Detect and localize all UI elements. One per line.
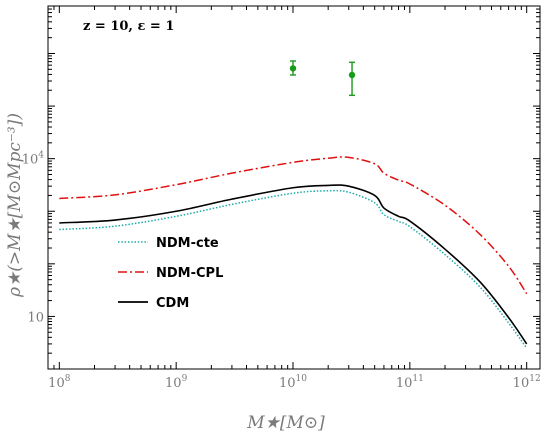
- legend: NDM-cte NDM-CPL CDM: [118, 236, 223, 311]
- series-line-ndm-cpl: [59, 156, 528, 295]
- x-tick-label: 1011: [396, 374, 424, 391]
- y-tick-label: 104: [22, 151, 45, 168]
- x-tick-label: 109: [165, 374, 188, 391]
- y-axis-label: ρ★(>M★[M⊙Mpc⁻³]): [5, 113, 25, 298]
- legend-label: NDM-CPL: [156, 266, 223, 281]
- data-point: [348, 71, 356, 79]
- tick-labels: 108 109 1010 1011 1012 10 104: [22, 151, 541, 391]
- observation-points: [289, 60, 356, 97]
- x-tick-label: 1010: [279, 374, 307, 391]
- series-layer: [59, 156, 528, 349]
- chart-annotation: z = 10, ε = 1: [83, 19, 174, 34]
- data-point: [289, 65, 297, 72]
- plot-frame: [47, 5, 541, 370]
- x-tick-label: 108: [48, 374, 71, 391]
- legend-label: NDM-cte: [156, 236, 219, 251]
- series-line-ndm-cte: [59, 189, 528, 349]
- x-tick-label: 1012: [513, 374, 541, 391]
- y-tick-label: 10: [27, 310, 44, 325]
- series-line-cdm: [59, 184, 528, 345]
- axis-ticks: [47, 5, 540, 370]
- legend-label: CDM: [156, 296, 189, 311]
- x-axis-label: M★[M⊙]: [246, 413, 325, 433]
